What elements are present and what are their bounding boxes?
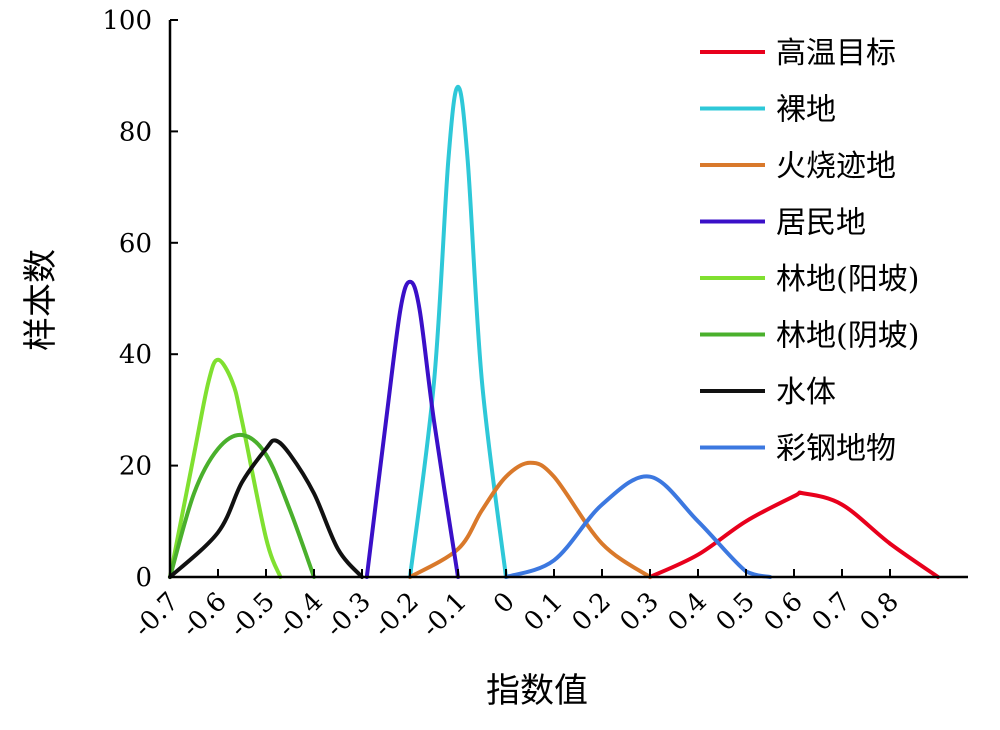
legend-label: 林地(阳坡)	[776, 262, 919, 297]
x-tick-label: -0.6	[176, 587, 233, 644]
x-tick-label: -0.3	[320, 587, 377, 644]
legend-label: 居民地	[776, 206, 866, 241]
y-tick-label: 0	[135, 563, 152, 593]
series-line-1	[648, 490, 940, 579]
x-tick-label: 0.6	[758, 587, 808, 637]
series-line-8	[504, 474, 772, 579]
y-tick-label: 40	[119, 340, 152, 370]
x-tick-label: -0.7	[128, 587, 185, 644]
x-tick-label: 0.1	[518, 587, 568, 637]
y-tick-label: 80	[119, 117, 152, 147]
legend-label: 水体	[776, 375, 836, 410]
series-line-5	[168, 357, 283, 579]
series-line-6	[168, 432, 316, 579]
y-axis-title: 样本数	[21, 249, 61, 351]
x-tick-label: -0.2	[368, 587, 425, 644]
x-tick-label: 0.5	[710, 587, 760, 637]
legend-label: 火烧迹地	[776, 149, 896, 184]
x-tick-label: 0	[488, 587, 521, 620]
legend-label: 高温目标	[776, 36, 896, 71]
x-tick-label: -0.4	[272, 587, 329, 644]
series-line-3	[408, 460, 652, 579]
x-tick-label: 0.2	[566, 587, 616, 637]
legend-label: 彩钢地物	[776, 432, 896, 467]
y-tick-label: 100	[102, 6, 152, 36]
series-line-7	[168, 438, 364, 579]
series-layer	[168, 84, 940, 579]
x-tick-label: -0.1	[416, 587, 473, 644]
series-line-4	[364, 279, 460, 579]
x-axis-title: 指数值	[486, 671, 588, 711]
x-tick-label: -0.5	[224, 587, 281, 644]
y-tick-label: 20	[119, 452, 152, 482]
x-tick-label: 0.4	[662, 587, 712, 637]
x-tick-label: 0.7	[806, 587, 856, 637]
x-tick-label: 0.3	[614, 587, 664, 637]
legend-label: 裸地	[776, 93, 836, 128]
y-tick-label: 60	[119, 229, 152, 259]
x-tick-label: 0.8	[854, 587, 904, 637]
legend-label: 林地(阴坡)	[776, 319, 919, 354]
